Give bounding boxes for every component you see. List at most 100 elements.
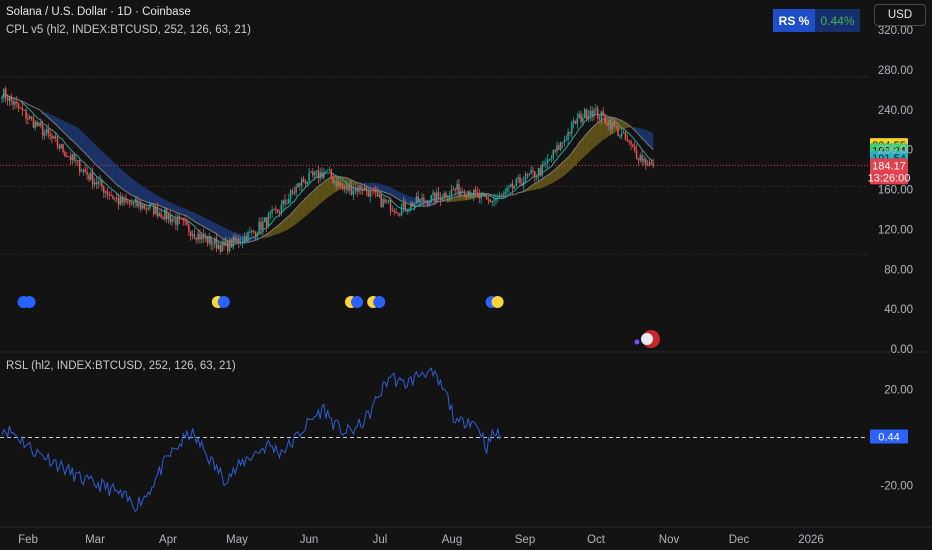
candle-body: [493, 199, 495, 202]
candle-body: [410, 202, 412, 210]
candle-body: [286, 203, 288, 205]
candle-body: [141, 204, 144, 209]
candle-body: [171, 219, 173, 222]
ma-band-segment: [390, 187, 393, 196]
event-marker-dot[interactable]: [23, 296, 36, 308]
candle-body: [117, 198, 120, 205]
ma-band-segment: [377, 183, 380, 191]
ma-band-segment: [597, 121, 600, 145]
candle-body: [386, 201, 388, 203]
candle-body: [36, 121, 38, 127]
candle-body: [558, 145, 560, 150]
candle-body: [19, 107, 22, 109]
candle-body: [41, 125, 44, 136]
ma-band-segment: [188, 210, 191, 220]
ma-band-segment: [555, 167, 557, 182]
candle-body: [354, 187, 357, 191]
candle-body: [269, 213, 271, 215]
ma-band-segment: [140, 185, 143, 201]
candle-body: [330, 169, 333, 178]
ma-band-segment: [551, 170, 554, 184]
candle-body: [140, 202, 142, 209]
ma-band-segment: [547, 173, 550, 186]
candle-body: [321, 172, 323, 178]
ma-band-segment: [603, 118, 606, 140]
ma-band-segment: [368, 182, 371, 189]
candle-body: [58, 146, 61, 149]
candle-body: [4, 88, 7, 98]
candle-body: [432, 192, 434, 195]
candle-body: [17, 103, 20, 108]
ma-band-segment: [281, 220, 284, 233]
rsl-indicator-legend[interactable]: RSL (hl2, INDEX:BTCUSD, 252, 126, 63, 21…: [6, 360, 236, 372]
ma-band-segment: [170, 202, 173, 211]
ma-band-segment: [581, 138, 583, 160]
candle-body: [78, 160, 81, 172]
candle-body: [236, 238, 238, 241]
candle-body: [167, 215, 170, 220]
price-label-bg: [870, 158, 908, 185]
candle-body: [554, 150, 556, 152]
ma-band-segment: [314, 187, 317, 209]
candle-body: [349, 185, 351, 191]
y-tick-label: 160.00: [878, 185, 913, 197]
ma-band-segment: [575, 145, 578, 166]
candle-body: [175, 218, 177, 225]
rs-value: 0.44%: [815, 9, 860, 32]
candle-body: [556, 145, 558, 152]
x-tick-label: Apr: [159, 534, 177, 546]
ma-band-segment: [277, 224, 280, 235]
event-marker-dot[interactable]: [491, 296, 504, 308]
candle-body: [563, 140, 566, 143]
ma-band-segment: [573, 147, 576, 167]
ma-band-segment: [545, 175, 548, 187]
candle-body: [149, 203, 151, 209]
currency-button[interactable]: USD: [874, 4, 926, 26]
ma-mid-line: [1, 92, 654, 244]
ma-band-segment: [475, 193, 478, 199]
candle-body: [21, 107, 24, 111]
candle-body: [291, 190, 294, 193]
ma-band-segment: [114, 163, 117, 185]
ma-band-segment: [640, 128, 643, 139]
ma-band-segment: [222, 226, 224, 240]
ma-band-segment: [77, 127, 80, 148]
ma-band-segment: [116, 165, 119, 187]
candle-body: [121, 196, 123, 203]
ma-band-segment: [118, 167, 121, 188]
candle-body: [45, 129, 48, 133]
ma-band-segment: [111, 159, 113, 181]
event-marker-dot[interactable]: [351, 296, 363, 308]
ma-band-segment: [279, 222, 282, 234]
event-marker-dot[interactable]: [217, 296, 230, 308]
candle-body: [210, 236, 212, 245]
candle-body: [421, 197, 423, 199]
rsl-pane[interactable]: 0.44: [0, 367, 908, 512]
x-tick-label: Oct: [587, 534, 606, 546]
symbol-title[interactable]: Solana / U.S. Dollar · 1D · Coinbase: [6, 6, 191, 18]
indicator-legend[interactable]: CPL v5 (hl2, INDEX:BTCUSD, 252, 126, 63,…: [6, 24, 252, 36]
x-tick-label: Feb: [18, 534, 38, 546]
candle-body: [526, 173, 529, 176]
candle-body: [162, 217, 164, 220]
ma-band-segment: [157, 195, 160, 206]
candle-body: [498, 195, 501, 198]
ma-band-segment: [209, 219, 212, 231]
ma-band-segment: [305, 196, 308, 217]
candle-body: [138, 202, 140, 207]
candle-body: [434, 192, 436, 203]
candle-body: [600, 111, 603, 120]
ma-band-segment: [101, 150, 104, 172]
candle-body: [522, 181, 525, 186]
event-marker-dot[interactable]: [373, 296, 386, 308]
candle-body: [306, 181, 308, 184]
candle-body: [352, 190, 355, 195]
candle-body: [225, 241, 227, 246]
ma-band-segment: [70, 124, 73, 141]
candle-body: [84, 169, 86, 172]
candle-body: [441, 198, 444, 201]
us-flag-inner-icon: [641, 333, 653, 345]
rsl-value-label: 0.44: [878, 431, 899, 443]
